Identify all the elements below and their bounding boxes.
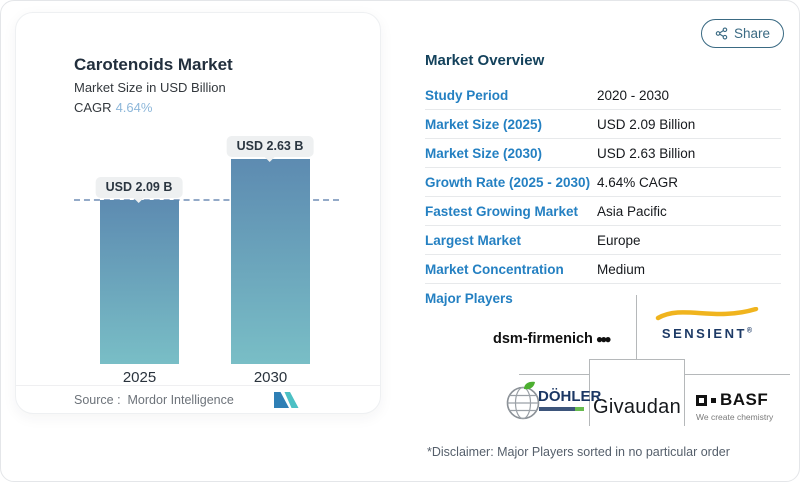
basf-square-dot-icon: [711, 397, 716, 403]
table-row: Study Period 2020 - 2030: [425, 81, 781, 110]
overview-row-value: 2020 - 2030: [597, 87, 670, 103]
sensient-swoosh-icon: [655, 306, 759, 321]
disclaimer-text: *Disclaimer: Major Players sorted in no …: [427, 445, 730, 459]
overview-row-label: Market Size (2025): [425, 116, 543, 132]
basf-square-outline-icon: [696, 394, 707, 406]
sensient-logo: SENSIENT®: [651, 306, 763, 341]
givaudan-logo: Givaudan: [592, 396, 681, 418]
value-label-2025: USD 2.09 B: [95, 177, 183, 203]
overview-row-label: Growth Rate (2025 - 2030): [425, 174, 591, 190]
dohler-logo: DÖHLER: [506, 379, 601, 421]
dsm-firmenich-logo: dsm-firmenich ●●●: [493, 331, 612, 347]
table-row: Largest Market Europe: [425, 226, 781, 255]
cagr-value: 4.64%: [115, 100, 153, 115]
overview-row-value: 4.64% CAGR: [597, 174, 679, 190]
registered-mark: ®: [746, 327, 753, 335]
major-players-label: Major Players: [425, 291, 513, 306]
basf-logo: BASF We create chemistry: [696, 390, 773, 422]
dohler-globe-icon: [506, 381, 540, 420]
overview-row-value: Asia Pacific: [597, 203, 667, 219]
chart-panel: Carotenoids Market Market Size in USD Bi…: [15, 12, 381, 414]
sensient-wordmark: SENSIENT®: [661, 326, 753, 341]
overview-row-value: Medium: [597, 261, 646, 277]
share-button-label: Share: [733, 26, 771, 41]
reference-dash-line: [74, 199, 339, 201]
section-title-market-overview: Market Overview: [425, 52, 545, 69]
overview-table: Study Period 2020 - 2030 Market Size (20…: [425, 81, 781, 284]
value-label-2030: USD 2.63 B: [226, 136, 314, 162]
bar-2025: [100, 200, 179, 364]
source-label: Source :: [74, 393, 121, 407]
source-line: Source : Mordor Intelligence: [74, 393, 234, 407]
cagr-label: CAGR: [74, 100, 112, 115]
category-label-2030: 2030: [253, 369, 288, 386]
overview-row-label: Fastest Growing Market: [425, 203, 579, 219]
dsm-firmenich-wordmark: dsm-firmenich: [493, 331, 593, 347]
bar-2030: [231, 159, 310, 364]
overview-row-label: Study Period: [425, 87, 509, 103]
overview-row-label: Largest Market: [425, 232, 522, 248]
source-name: Mordor Intelligence: [127, 393, 234, 407]
source-divider: [16, 385, 380, 386]
basf-wordmark: BASF: [720, 390, 769, 409]
category-label-2025: 2025: [122, 369, 157, 386]
dohler-wordmark: DÖHLER: [538, 388, 602, 405]
table-row: Fastest Growing Market Asia Pacific: [425, 197, 781, 226]
share-icon: [715, 27, 728, 40]
overview-row-value: USD 2.09 Billion: [597, 116, 696, 132]
dohler-tagline-strip: [539, 407, 584, 411]
table-row: Market Concentration Medium: [425, 255, 781, 284]
chart-subtitle: Market Size in USD Billion: [74, 80, 226, 95]
basf-tagline: We create chemistry: [696, 412, 774, 422]
page-title: Carotenoids Market: [74, 55, 233, 74]
mordor-intelligence-logo-icon: [274, 391, 301, 413]
players-connector-vertical: [636, 295, 637, 359]
table-row: Market Size (2030) USD 2.63 Billion: [425, 139, 781, 168]
overview-row-value: USD 2.63 Billion: [597, 145, 696, 161]
overview-row-label: Market Concentration: [425, 261, 564, 277]
cagr-line: CAGR 4.64%: [74, 100, 152, 115]
dsm-dots-icon: ●●●: [595, 332, 612, 346]
overview-row-label: Market Size (2030): [425, 145, 543, 161]
share-button[interactable]: Share: [701, 19, 784, 48]
givaudan-box: Givaudan: [589, 359, 685, 426]
table-row: Market Size (2025) USD 2.09 Billion: [425, 110, 781, 139]
table-row: Growth Rate (2025 - 2030) 4.64% CAGR: [425, 168, 781, 197]
overview-row-value: Europe: [597, 232, 641, 248]
